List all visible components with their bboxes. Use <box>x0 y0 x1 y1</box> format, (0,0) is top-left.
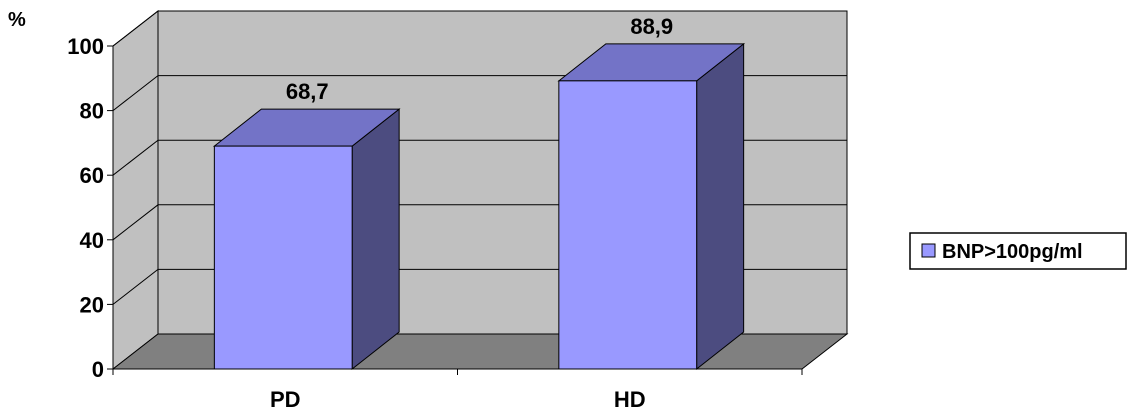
y-axis-unit-label: % <box>8 9 26 31</box>
y-tick-label: 20 <box>80 292 104 317</box>
chart-bars <box>212 42 746 371</box>
y-tick-label: 100 <box>67 34 104 59</box>
legend: BNP>100pg/ml <box>909 232 1127 270</box>
bar-hd <box>557 42 746 371</box>
x-category-label: HD <box>614 387 646 412</box>
data-label: 88,9 <box>630 14 673 39</box>
y-tick-label: 80 <box>80 99 104 124</box>
y-tick-label: 60 <box>80 163 104 188</box>
chart-labels: 0 20 40 60 80 100 68,7 PD 88,9 HD <box>67 14 673 412</box>
x-category-label: PD <box>270 387 301 412</box>
bar-side <box>351 108 400 371</box>
side-wall <box>112 9 159 371</box>
legend-entry-label: BNP>100pg/ml <box>942 241 1083 263</box>
bar-front <box>213 145 353 370</box>
bar-pd <box>212 108 401 371</box>
bar-side <box>696 42 745 371</box>
y-tick-label: 0 <box>92 357 104 382</box>
legend-swatch <box>921 243 936 258</box>
bar-front <box>558 80 698 370</box>
y-tick-label: 40 <box>80 228 104 253</box>
gridline <box>112 10 847 47</box>
data-label: 68,7 <box>286 79 329 104</box>
legend-box <box>909 232 1127 270</box>
